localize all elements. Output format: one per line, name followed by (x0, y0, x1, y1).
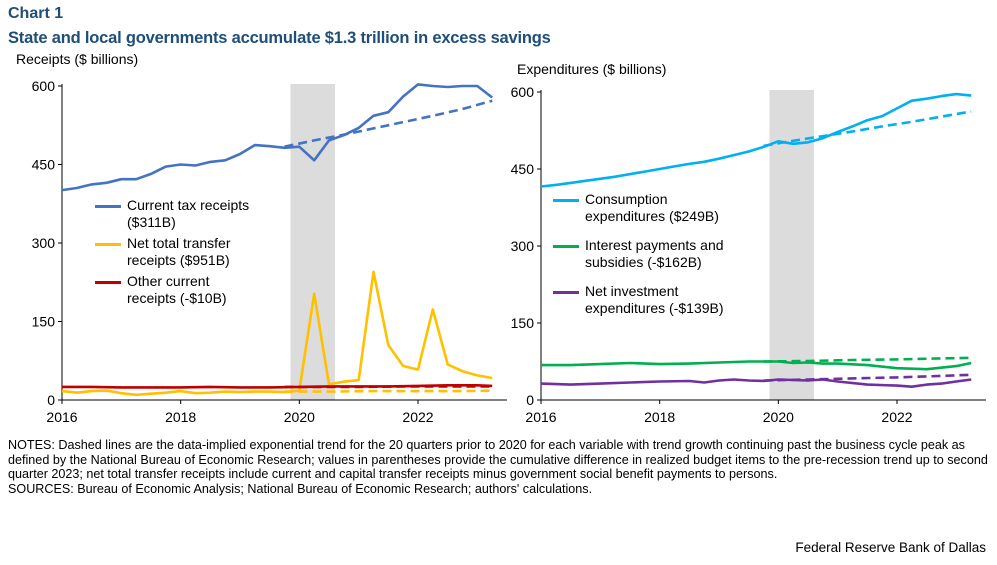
receipts-x-tick-label: 2020 (284, 409, 315, 425)
legend-label-line2: expenditures ($249B) (585, 208, 719, 224)
receipts-x-tick-label: 2018 (165, 409, 196, 425)
legend-label-line2: ($311B) (127, 214, 176, 230)
receipts-y-tick-label: 450 (32, 157, 56, 173)
legend-label-line1: Current tax receipts (127, 197, 250, 213)
source-credit: Federal Reserve Bank of Dallas (795, 540, 986, 555)
receipts-legend: Current tax receipts ($311B) Net total t… (95, 197, 249, 311)
expenditures-y-tick-label: 150 (511, 315, 535, 331)
legend-label-line1: Interest payments and (585, 237, 724, 253)
expenditures-y-tick-label: 0 (526, 392, 534, 408)
expenditures-x-tick-label: 2022 (881, 409, 912, 425)
expenditures-legend: Consumption expenditures ($249B) Interes… (553, 191, 724, 321)
legend-item-other-current-receipts: Other current receipts (-$10B) (95, 273, 249, 307)
expenditures-series-consumption-expenditures-trend (763, 110, 972, 148)
expenditures-series-net-investment-expenditures (540, 378, 972, 389)
expenditures-x-tick-label: 2020 (763, 409, 794, 425)
legend-label-line2: receipts ($951B) (127, 252, 230, 268)
legend-swatch-cyan (553, 199, 579, 202)
expenditures-series-net-investment-expenditures-trend (763, 373, 972, 382)
sources-text: SOURCES: Bureau of Economic Analysis; Na… (8, 481, 593, 496)
legend-item-interest-payments: Interest payments and subsidies (-$162B) (553, 237, 724, 271)
expenditures-series-interest-payments-and-subsidies-trend (763, 356, 972, 363)
legend-swatch-red (95, 281, 121, 284)
receipts-y-tick-label: 300 (32, 235, 56, 251)
receipts-recession-shade (290, 84, 335, 400)
receipts-axis-title: Receipts ($ billions) (16, 51, 139, 67)
legend-item-net-investment: Net investment expenditures (-$139B) (553, 283, 724, 317)
notes-text: NOTES: Dashed lines are the data-implied… (8, 438, 988, 481)
chart-title: State and local governments accumulate $… (8, 29, 551, 47)
legend-item-net-total-transfer: Net total transfer receipts ($951B) (95, 235, 249, 269)
receipts-series-other-current-receipts-trend (284, 385, 493, 389)
chart-notes: NOTES: Dashed lines are the data-implied… (8, 438, 993, 496)
legend-label-line1: Net total transfer (127, 235, 231, 251)
expenditures-axis-title: Expenditures ($ billions) (517, 61, 667, 77)
legend-swatch-purple (553, 291, 579, 294)
legend-label-line2: receipts (-$10B) (127, 290, 227, 306)
expenditures-y-tick-label: 300 (511, 238, 535, 254)
expenditures-y-tick-label: 600 (511, 84, 535, 100)
expenditures-y-tick-label: 450 (511, 161, 535, 177)
receipts-y-tick-label: 150 (32, 314, 56, 330)
expenditures-series-consumption-expenditures (540, 92, 972, 188)
receipts-y-tick-label: 0 (47, 392, 55, 408)
legend-swatch-green (553, 245, 579, 248)
receipts-series-current-tax-receipts-trend (284, 99, 493, 148)
receipts-x-tick-label: 2022 (402, 409, 433, 425)
chart-number: Chart 1 (8, 5, 64, 22)
legend-label-line1: Net investment (585, 283, 679, 299)
receipts-x-tick-label: 2016 (46, 409, 77, 425)
legend-item-consumption: Consumption expenditures ($249B) (553, 191, 724, 225)
legend-item-current-tax-receipts: Current tax receipts ($311B) (95, 197, 249, 231)
receipts-series-net-total-transfer-receipts (61, 270, 493, 397)
legend-label-line2: expenditures (-$139B) (585, 300, 724, 316)
expenditures-series-interest-payments-and-subsidies (541, 360, 972, 371)
expenditures-x-tick-label: 2018 (644, 409, 675, 425)
legend-label-line1: Other current (127, 273, 210, 289)
legend-swatch-yellow (95, 243, 121, 246)
expenditures-recession-shade (769, 90, 814, 400)
receipts-series-current-tax-receipts (61, 83, 493, 192)
legend-label-line1: Consumption (585, 191, 668, 207)
expenditures-x-tick-label: 2016 (525, 409, 556, 425)
receipts-y-tick-label: 600 (32, 78, 56, 94)
receipts-series-net-total-transfer-receipts-trend (284, 389, 493, 393)
legend-label-line2: subsidies (-$162B) (585, 254, 702, 270)
receipts-chart: 0 150 300 450 600 2016 2018 2020 2022 0 150 300 450 6… (32, 78, 986, 425)
legend-swatch-blue (95, 205, 121, 208)
